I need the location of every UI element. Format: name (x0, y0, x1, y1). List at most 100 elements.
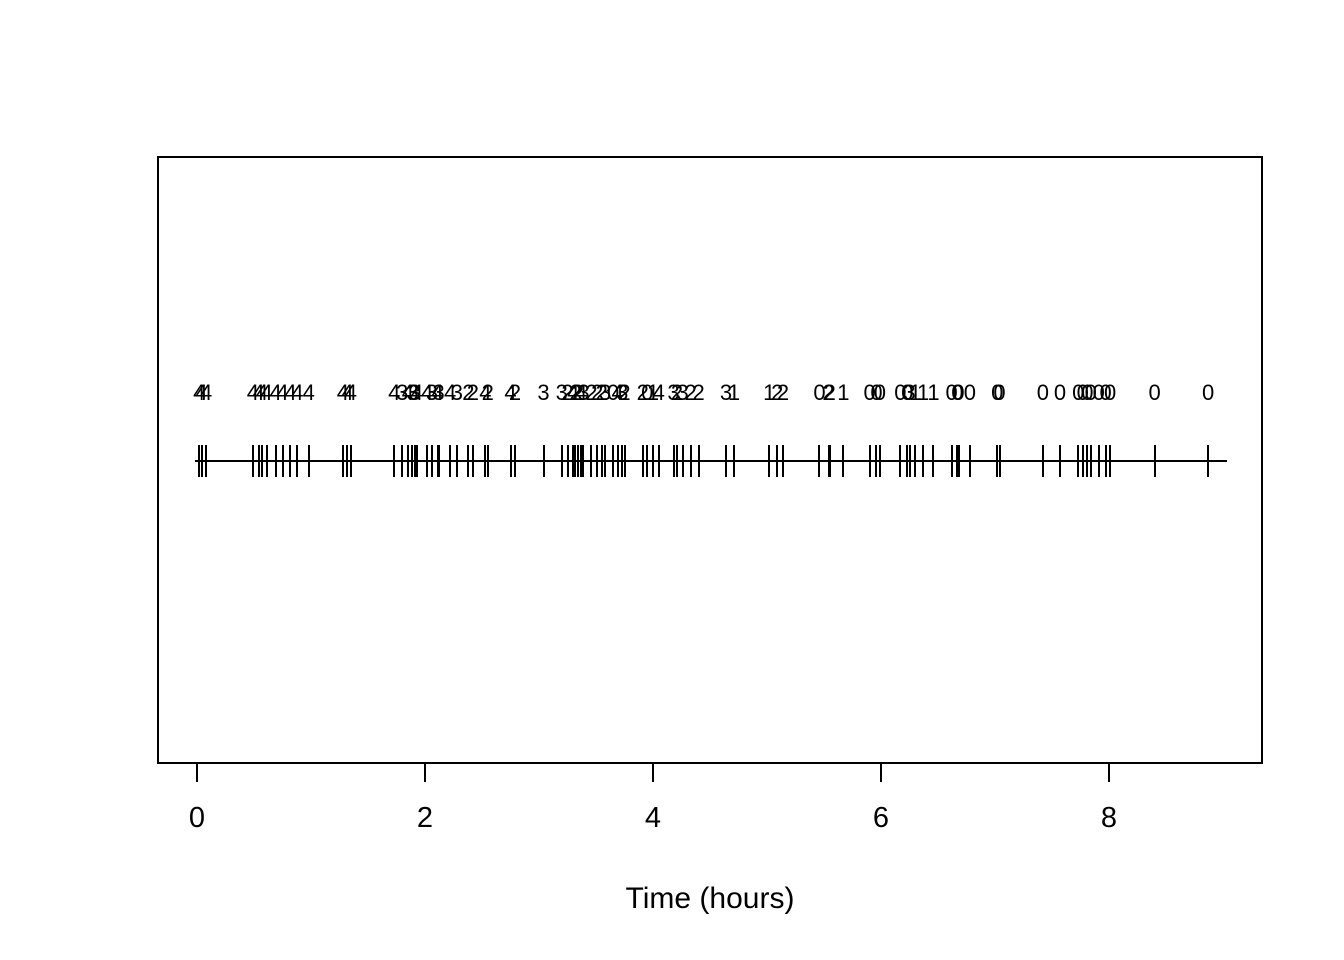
event-count-label: 4 (195, 380, 208, 405)
rug-tick (205, 445, 208, 477)
event-count-label: 4 (431, 380, 444, 405)
rug-tick (1153, 445, 1156, 477)
rug-tick (1109, 445, 1112, 477)
event-count-label: 3 (616, 380, 629, 405)
rug-tick (349, 445, 352, 477)
rug-tick (899, 445, 902, 477)
rug-tick (596, 445, 599, 477)
rug-tick (265, 445, 268, 477)
rug-tick (1104, 445, 1107, 477)
rug-tick (681, 445, 684, 477)
rug-tick (675, 445, 678, 477)
event-count-label: 4 (252, 380, 265, 405)
rug-tick (781, 445, 784, 477)
event-count-label: 0 (1053, 380, 1067, 405)
rug-tick (296, 445, 299, 477)
event-count-label: 0 (945, 380, 958, 405)
event-count-label: 2 (481, 380, 494, 405)
rug-tick (612, 445, 615, 477)
event-count-label: 0 (1099, 380, 1112, 405)
rug-tick (484, 445, 487, 477)
x-axis-tick (880, 764, 882, 782)
rug-tick (486, 445, 489, 477)
event-count-label: 0 (863, 380, 876, 405)
rug-tick (572, 445, 575, 477)
event-count-label: 3 (450, 380, 464, 405)
event-count-label: 3 (432, 380, 445, 405)
rug-tick (413, 445, 416, 477)
event-count-label: 0 (1081, 380, 1094, 405)
rug-tick (724, 445, 727, 477)
rug-tick (932, 445, 935, 477)
rug-tick (604, 445, 607, 477)
rug-tick (1207, 445, 1210, 477)
x-axis-tick-label: 6 (872, 802, 890, 834)
rug-tick (274, 445, 277, 477)
event-count-label: 1 (909, 380, 922, 405)
rug-tick (566, 445, 569, 477)
event-count-label: 2 (585, 380, 598, 405)
rug-tick (868, 445, 871, 477)
event-count-label: 3 (555, 380, 568, 405)
rug-tick (908, 445, 911, 477)
event-count-label: 4 (479, 380, 492, 405)
x-axis-tick (424, 764, 426, 782)
event-count-label: 4 (199, 380, 213, 405)
rug-tick (576, 445, 579, 477)
event-count-label: 2 (618, 380, 631, 405)
event-count-label: 2 (771, 380, 784, 405)
event-count-label: 0 (870, 380, 883, 405)
event-count-label: 0 (1092, 380, 1105, 405)
rug-tick (426, 445, 429, 477)
event-count-label: 4 (302, 380, 315, 405)
event-count-label: 1 (917, 380, 930, 405)
event-count-label: 4 (255, 380, 269, 405)
rug-tick (437, 445, 440, 477)
event-count-label: 4 (611, 380, 624, 405)
x-axis-tick-label: 8 (1100, 802, 1118, 834)
event-count-label: 0 (894, 380, 907, 405)
event-count-label: 0 (901, 380, 914, 405)
rug-tick (1077, 445, 1080, 477)
event-count-label: 2 (561, 380, 574, 405)
rug-tick (914, 445, 917, 477)
rug-tick (449, 445, 452, 477)
event-count-label: 4 (341, 380, 354, 405)
event-count-label: 3 (396, 380, 409, 405)
event-count-label: 0 (1104, 380, 1117, 405)
event-count-label: 2 (822, 380, 835, 405)
rug-tick (732, 445, 735, 477)
event-count-label: 0 (951, 380, 964, 405)
event-count-label: 0 (952, 380, 965, 405)
event-count-label: 4 (246, 380, 259, 405)
rug-tick (600, 445, 603, 477)
event-count-label: 4 (344, 380, 358, 405)
event-count-label: 4 (401, 380, 415, 405)
event-count-label: 3 (719, 380, 733, 405)
rug-tick (1097, 445, 1100, 477)
event-count-label: 4 (269, 380, 282, 405)
rug-tick (430, 445, 433, 477)
event-count-label: 4 (443, 380, 457, 405)
x-axis-tick-label: 2 (416, 802, 434, 834)
rug-tick (956, 445, 959, 477)
event-count-label: 0 (993, 380, 1006, 405)
event-count-label: 4 (276, 380, 289, 405)
rug-tick (411, 445, 414, 477)
rug-tick (542, 445, 545, 477)
event-count-label: 2 (591, 380, 604, 405)
rug-tick (672, 445, 675, 477)
event-count-label: 3 (425, 380, 438, 405)
rug-tick (996, 445, 999, 477)
rug-tick (646, 445, 649, 477)
event-count-label: 2 (670, 380, 684, 405)
rug-tick (768, 445, 771, 477)
rug-tick (878, 445, 881, 477)
event-count-label: 4 (336, 380, 350, 405)
event-count-label: 0 (873, 380, 886, 405)
rug-tick (346, 445, 349, 477)
event-count-label: 4 (421, 380, 434, 405)
rug-tick (281, 445, 284, 477)
rug-tick (968, 445, 971, 477)
